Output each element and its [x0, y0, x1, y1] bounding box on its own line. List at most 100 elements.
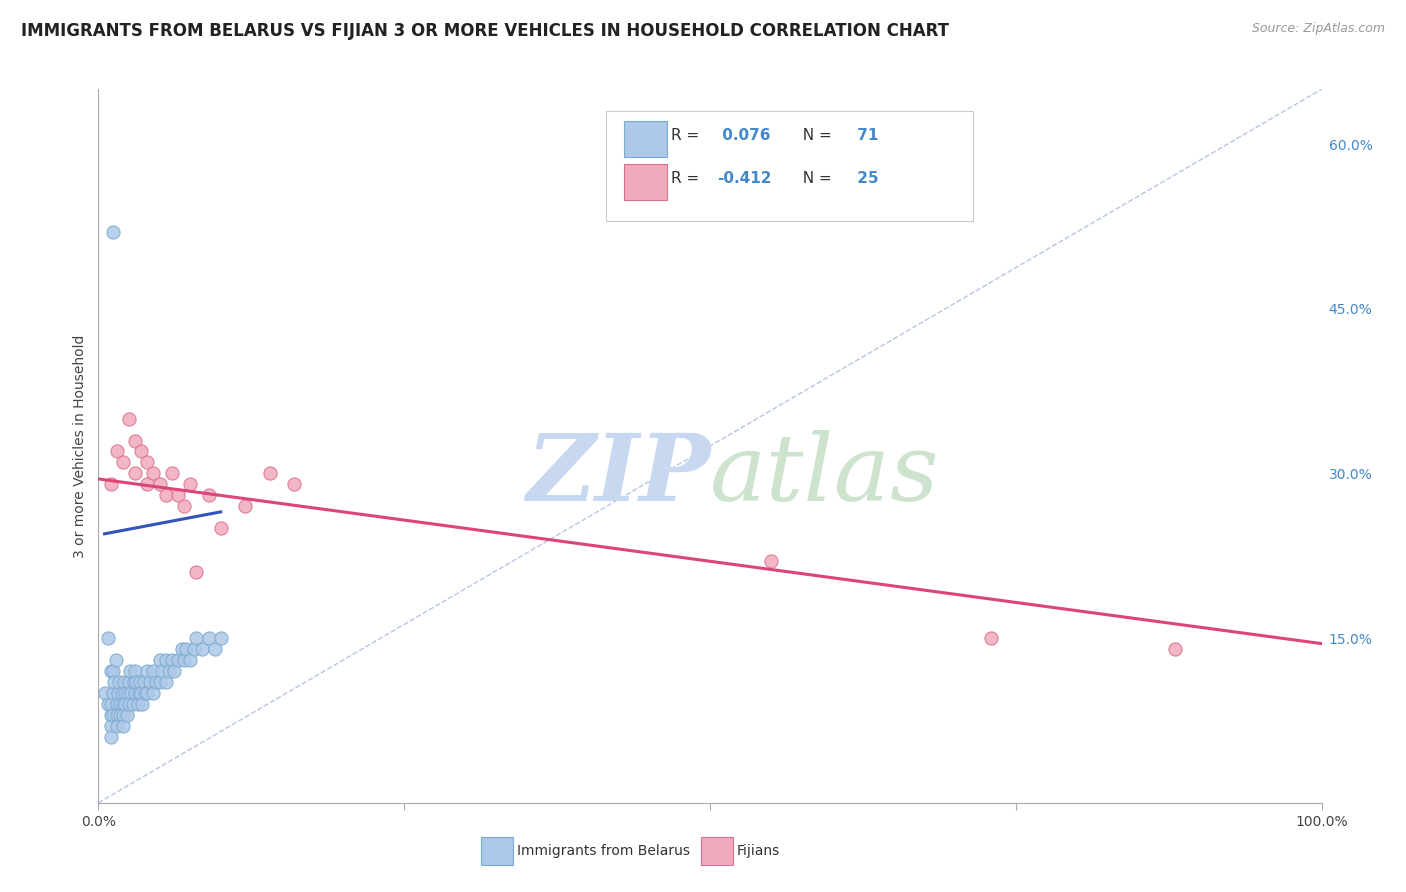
- Point: [131, 697, 153, 711]
- Point: [108, 675, 131, 690]
- Point: [980, 631, 1002, 645]
- FancyBboxPatch shape: [606, 111, 973, 221]
- Point: [105, 444, 128, 458]
- Text: N =: N =: [793, 128, 837, 143]
- Point: [107, 686, 129, 700]
- Point: [160, 467, 183, 481]
- Text: 0.076: 0.076: [717, 128, 770, 143]
- Point: [142, 686, 165, 700]
- Text: Immigrants from Belarus: Immigrants from Belarus: [517, 845, 690, 858]
- Point: [100, 664, 122, 678]
- Point: [100, 697, 122, 711]
- Point: [127, 697, 149, 711]
- Point: [129, 444, 152, 458]
- FancyBboxPatch shape: [481, 837, 513, 865]
- Point: [124, 434, 146, 448]
- Point: [136, 477, 159, 491]
- Point: [204, 642, 226, 657]
- Point: [155, 488, 177, 502]
- Point: [129, 686, 152, 700]
- Point: [149, 653, 172, 667]
- Point: [125, 675, 148, 690]
- Point: [118, 411, 141, 425]
- Point: [120, 664, 142, 678]
- Point: [176, 642, 198, 657]
- Point: [101, 686, 124, 700]
- Point: [136, 664, 159, 678]
- Text: 25: 25: [852, 171, 879, 186]
- Point: [155, 653, 177, 667]
- Point: [761, 554, 783, 568]
- Point: [118, 675, 141, 690]
- Point: [170, 642, 193, 657]
- Point: [124, 664, 146, 678]
- Point: [124, 467, 146, 481]
- Point: [179, 477, 201, 491]
- Point: [209, 521, 232, 535]
- Point: [101, 664, 124, 678]
- Point: [124, 686, 146, 700]
- Text: IMMIGRANTS FROM BELARUS VS FIJIAN 3 OR MORE VEHICLES IN HOUSEHOLD CORRELATION CH: IMMIGRANTS FROM BELARUS VS FIJIAN 3 OR M…: [21, 22, 949, 40]
- Point: [93, 686, 115, 700]
- FancyBboxPatch shape: [702, 837, 734, 865]
- Text: N =: N =: [793, 171, 837, 186]
- Point: [136, 455, 159, 469]
- Point: [149, 477, 172, 491]
- Point: [128, 686, 150, 700]
- Y-axis label: 3 or more Vehicles in Household: 3 or more Vehicles in Household: [73, 334, 87, 558]
- Point: [112, 675, 135, 690]
- Point: [179, 653, 201, 667]
- Point: [115, 708, 138, 723]
- Point: [118, 697, 141, 711]
- Text: atlas: atlas: [710, 430, 939, 519]
- Text: 71: 71: [852, 128, 879, 143]
- Point: [101, 708, 124, 723]
- Point: [100, 708, 122, 723]
- Point: [117, 686, 139, 700]
- Point: [136, 686, 159, 700]
- Point: [142, 467, 165, 481]
- Point: [111, 708, 134, 723]
- Point: [197, 631, 219, 645]
- Point: [110, 697, 132, 711]
- Point: [173, 500, 195, 514]
- Point: [111, 686, 134, 700]
- Point: [233, 500, 256, 514]
- Point: [191, 642, 214, 657]
- Point: [139, 675, 162, 690]
- Point: [163, 664, 186, 678]
- Point: [157, 664, 180, 678]
- Point: [97, 697, 120, 711]
- Point: [100, 477, 122, 491]
- Text: Source: ZipAtlas.com: Source: ZipAtlas.com: [1251, 22, 1385, 36]
- FancyBboxPatch shape: [624, 121, 668, 157]
- Point: [197, 488, 219, 502]
- Point: [186, 631, 208, 645]
- Point: [134, 686, 156, 700]
- Point: [120, 686, 142, 700]
- Point: [150, 664, 173, 678]
- Point: [145, 675, 167, 690]
- Point: [160, 653, 183, 667]
- Point: [111, 455, 134, 469]
- Point: [105, 719, 128, 733]
- Point: [100, 719, 122, 733]
- Text: ZIP: ZIP: [526, 430, 710, 519]
- Point: [103, 675, 125, 690]
- Text: R =: R =: [671, 171, 704, 186]
- Point: [149, 675, 172, 690]
- Point: [173, 653, 195, 667]
- Point: [283, 477, 305, 491]
- Point: [142, 664, 165, 678]
- Text: -0.412: -0.412: [717, 171, 772, 186]
- Point: [209, 631, 232, 645]
- Point: [121, 697, 143, 711]
- Point: [100, 730, 122, 744]
- FancyBboxPatch shape: [624, 164, 668, 200]
- Point: [105, 697, 128, 711]
- Point: [1164, 642, 1187, 657]
- Text: Fijians: Fijians: [737, 845, 780, 858]
- Text: R =: R =: [671, 128, 704, 143]
- Point: [167, 653, 190, 667]
- Point: [111, 719, 134, 733]
